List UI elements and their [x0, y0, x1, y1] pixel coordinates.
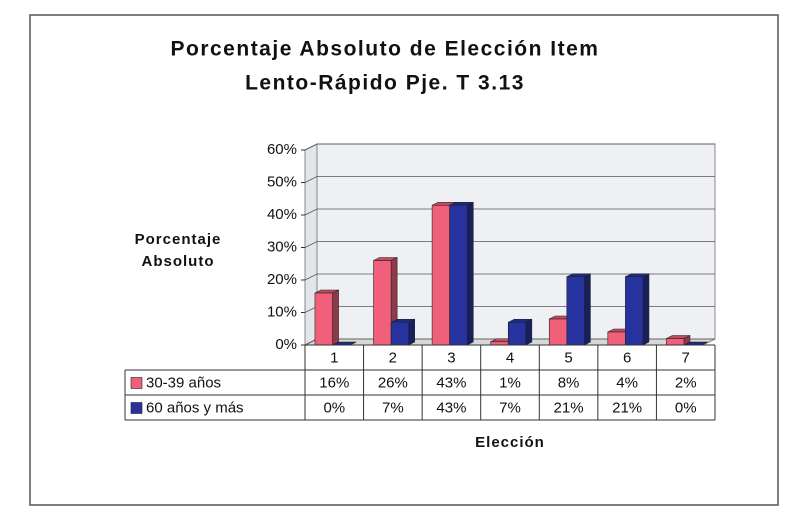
legend-label: 60 años y más: [146, 399, 244, 416]
x-tick-label: 7: [682, 349, 690, 366]
grid-line: [304, 143, 715, 151]
chart-title: Porcentaje Absoluto de Elección Item: [171, 38, 600, 61]
y-tick-label: 20%: [267, 271, 297, 288]
y-tick-label: 60%: [267, 141, 297, 158]
bar: [431, 204, 450, 346]
data-label: 21%: [612, 399, 642, 416]
data-label: 1%: [499, 374, 521, 391]
data-label: 0%: [323, 399, 345, 416]
bar: [373, 260, 392, 346]
bar-side: [408, 318, 415, 346]
x-tick-label: 5: [564, 349, 572, 366]
bar: [449, 204, 468, 346]
data-label: 16%: [319, 374, 349, 391]
bar-side: [584, 273, 591, 346]
x-tick-label: 2: [389, 349, 397, 366]
legend-swatch: [130, 402, 143, 414]
bar: [566, 276, 585, 346]
bar-side: [525, 318, 533, 346]
data-label: 21%: [554, 399, 584, 416]
bar: [607, 331, 626, 346]
bar: [625, 276, 644, 346]
chart-title: Lento-Rápido Pje. T 3.13: [245, 72, 525, 95]
data-label: 7%: [499, 399, 521, 416]
bar: [666, 338, 685, 346]
bar-side: [466, 201, 474, 346]
grid-line: [304, 241, 715, 248]
x-tick-label: 1: [330, 349, 338, 366]
legend-label: 30-39 años: [146, 374, 221, 391]
data-label: 4%: [616, 374, 638, 391]
x-tick-label: 6: [623, 349, 631, 366]
grid-line: [304, 208, 715, 216]
y-tick-label: 0%: [275, 336, 297, 353]
x-axis-label: Elección: [475, 434, 545, 451]
y-axis-label: Absoluto: [142, 253, 215, 270]
bar: [507, 321, 527, 346]
x-tick-label: 3: [447, 349, 455, 366]
x-tick-label: 4: [506, 349, 514, 366]
bar: [314, 292, 333, 346]
y-tick-label: 10%: [267, 303, 297, 320]
bar-side: [332, 289, 339, 346]
data-label: 43%: [436, 374, 466, 391]
data-label: 7%: [382, 399, 404, 416]
data-label: 0%: [675, 399, 697, 416]
data-label: 26%: [378, 374, 408, 391]
grid-line: [304, 176, 715, 183]
y-tick-label: 30%: [267, 238, 297, 255]
legend-swatch: [130, 377, 143, 389]
bar-side: [642, 273, 650, 346]
y-tick-label: 50%: [267, 173, 297, 190]
bar: [548, 318, 568, 346]
y-tick-label: 40%: [267, 206, 297, 223]
data-label: 8%: [558, 374, 580, 391]
y-axis-label: Porcentaje: [135, 231, 222, 248]
data-label: 43%: [436, 399, 466, 416]
data-label: 2%: [675, 374, 697, 391]
bar: [390, 321, 409, 346]
